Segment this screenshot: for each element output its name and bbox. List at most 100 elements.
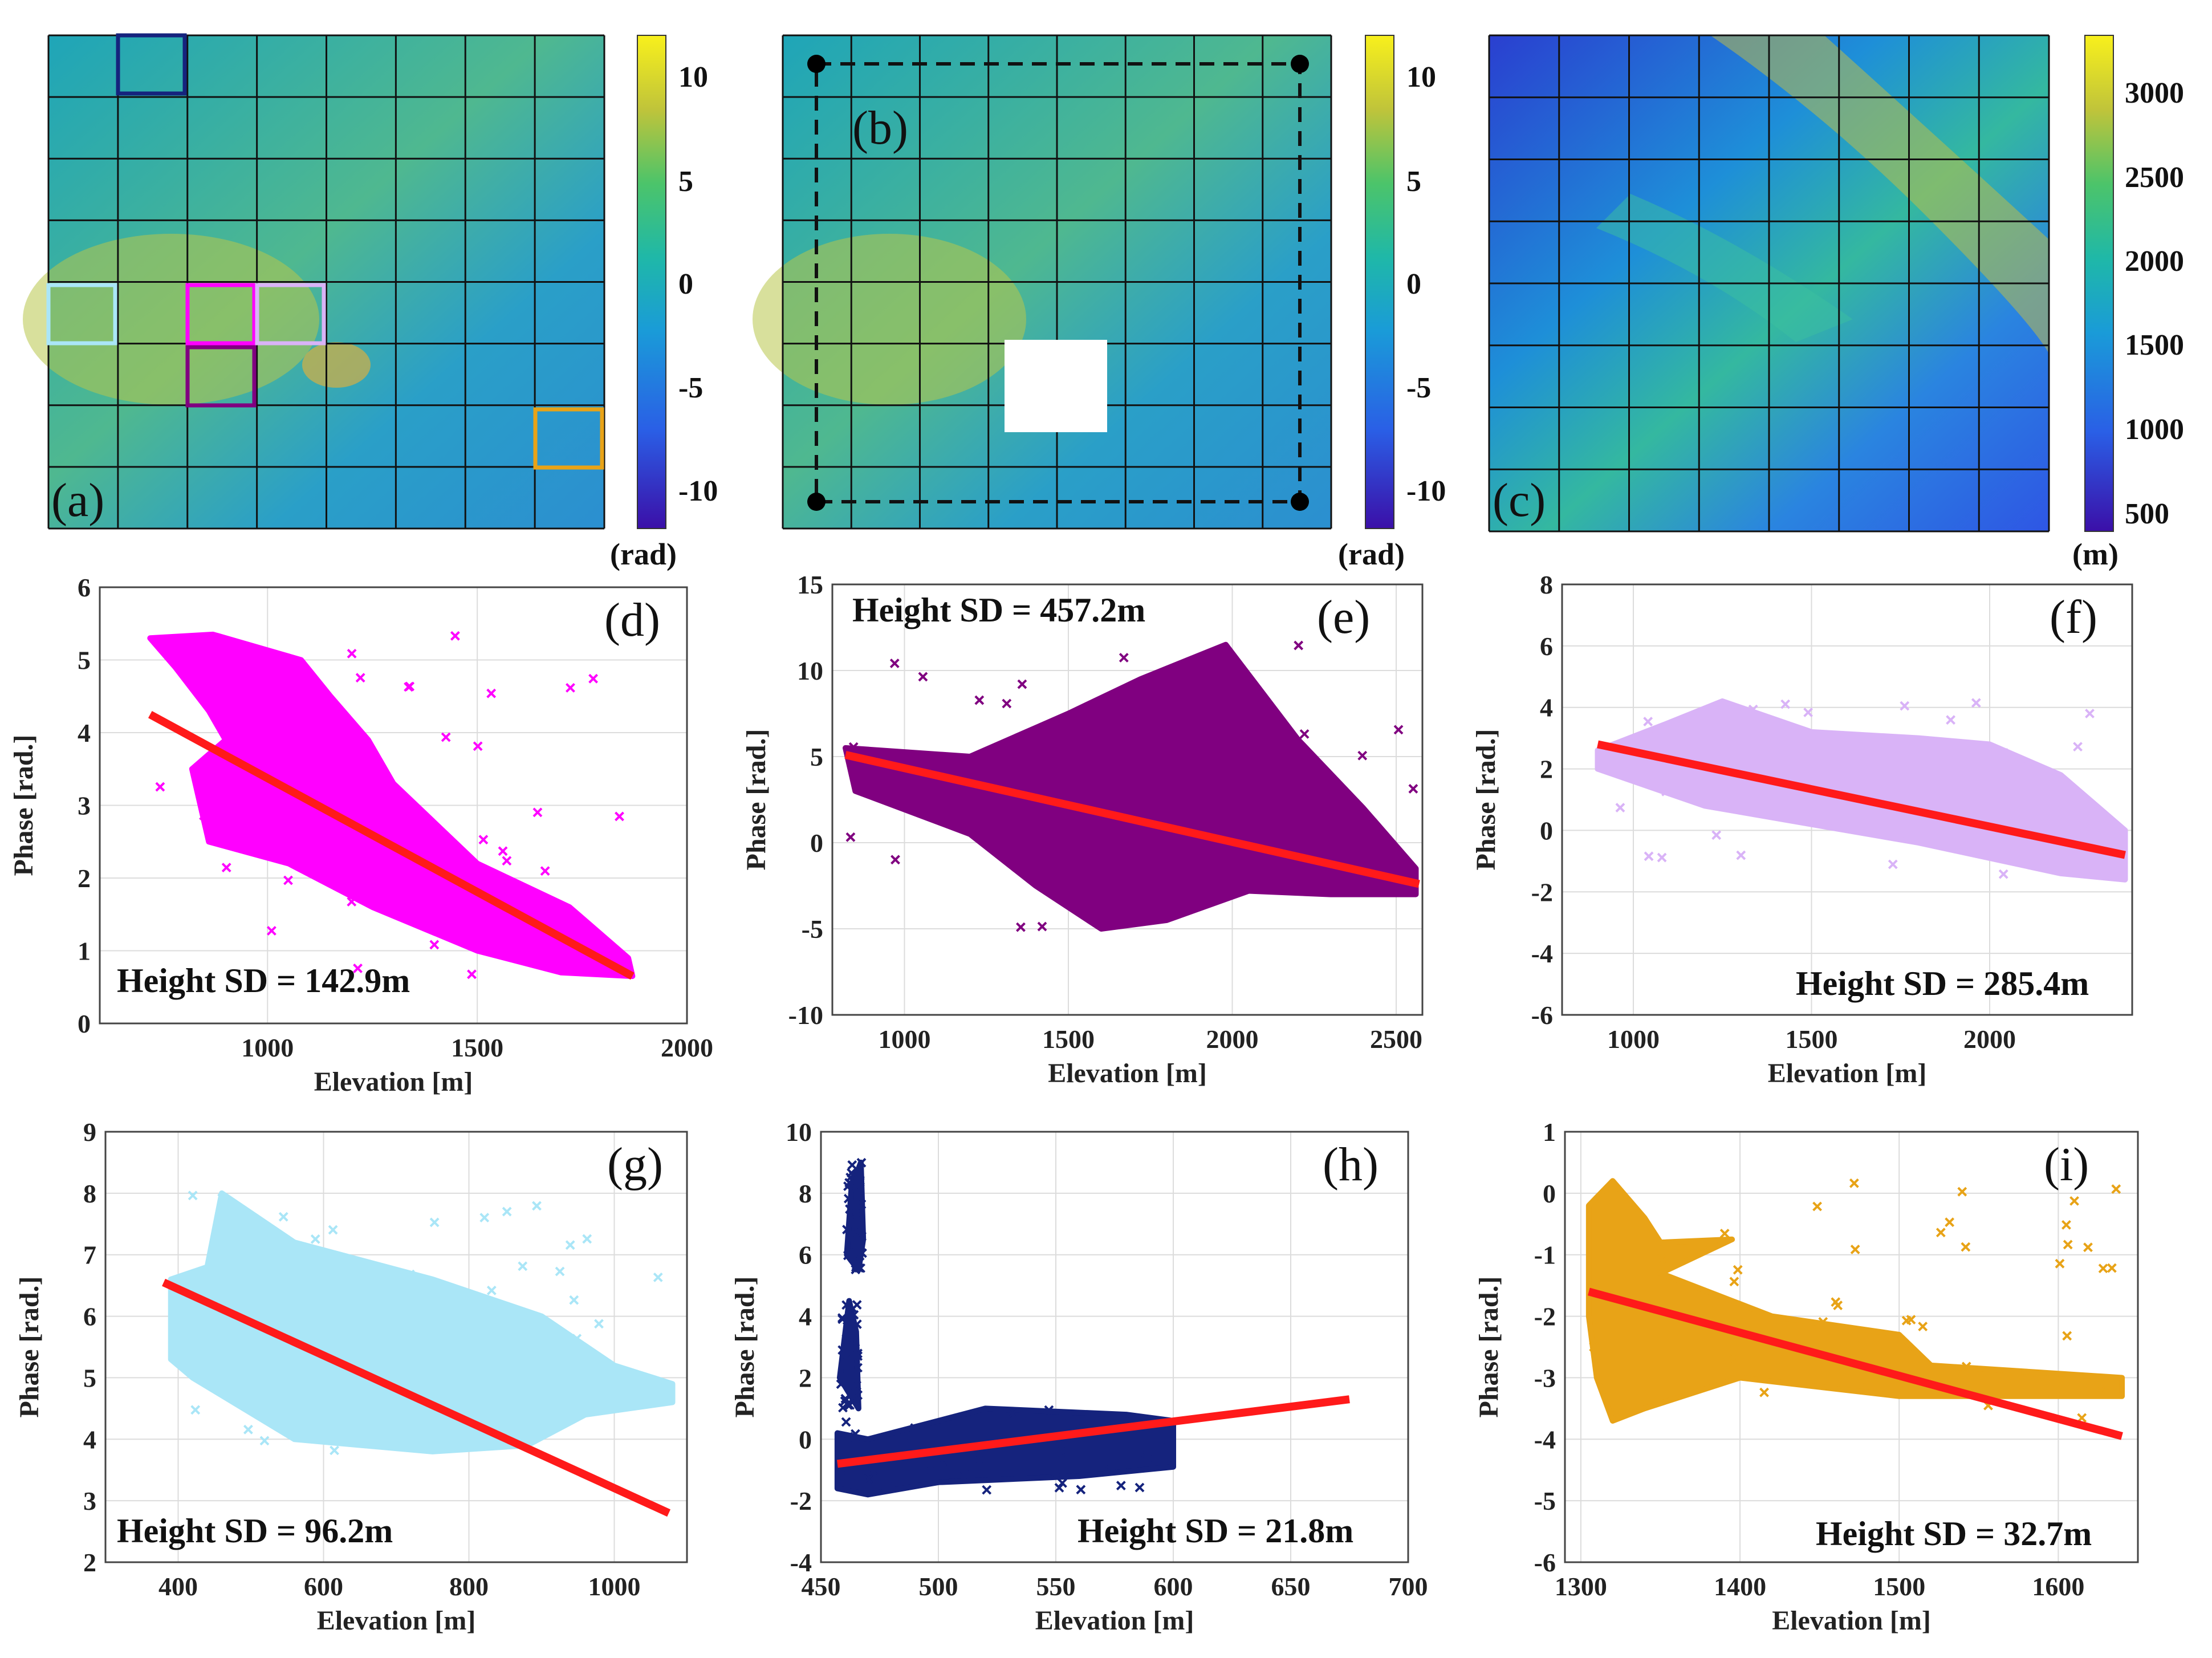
map-a-box-navy [116, 33, 187, 96]
scatter-point [868, 1465, 878, 1475]
scatter-point [836, 1379, 846, 1389]
scatter-point [1759, 1387, 1769, 1397]
scatter-point [582, 1234, 592, 1244]
scatter-point [190, 1405, 201, 1415]
scatter-point [502, 856, 512, 866]
panel-label: (d) [604, 594, 660, 647]
panel-i: 1300 1400 1500 1600 -6 -5 -4 -3 -2 -1 0 1 Elevation … [1474, 1117, 2139, 1636]
scatter-point [1861, 1376, 1872, 1387]
cbar-b-tick: -5 [1406, 372, 1431, 404]
y-tick-label: 5 [78, 646, 91, 675]
x-tick-label: 1000 [1607, 1025, 1660, 1054]
scatter-point [1736, 850, 1746, 860]
map-b-corner [1291, 55, 1309, 73]
scatter-point [843, 1400, 853, 1410]
scatter-point [863, 1474, 873, 1484]
scatter-point [2080, 819, 2091, 829]
cbar-a-tick: 0 [678, 268, 693, 300]
scatter-point [1076, 1485, 1086, 1495]
scatter-point [851, 1220, 861, 1230]
scatter-point [2063, 1240, 2073, 1250]
scatter-point [872, 1476, 883, 1486]
scatter-point [837, 1314, 848, 1324]
x-axis-label: Elevation [m] [1048, 1058, 1207, 1088]
scatter-point [1075, 1418, 1085, 1428]
scatter-cloud [1585, 1178, 2125, 1424]
scatter-point [569, 1295, 579, 1305]
scatter-point [853, 1173, 863, 1183]
cbar-b-tick: 10 [1406, 61, 1436, 94]
x-axis-label: Elevation [m] [1772, 1606, 1931, 1636]
scatter-point [405, 1269, 415, 1279]
y-tick-label: 8 [1540, 570, 1553, 599]
map-a-hotspot-2 [302, 342, 371, 388]
y-tick-label: -4 [790, 1548, 812, 1577]
y-tick-label: -2 [790, 1486, 812, 1515]
scatter-point [528, 905, 538, 916]
panel-d: 1000 1500 2000 0 1 2 3 4 5 6 Elevation [m] Phase [r… [9, 573, 713, 1097]
y-tick-label: 0 [1543, 1179, 1556, 1208]
colorbar-c: 3000 2500 2000 1500 1000 500 (m) [2072, 35, 2184, 571]
scatter-point [509, 894, 519, 904]
y-tick-label: -5 [1534, 1486, 1556, 1515]
height-sd-annotation: Height SD = 32.7m [1816, 1515, 2092, 1553]
cbar-c-tick: 3000 [2125, 77, 2184, 109]
scatter-point [1167, 727, 1177, 737]
scatter-point [1945, 1217, 1955, 1228]
x-tick-label: 2000 [1206, 1025, 1259, 1054]
scatter-point [283, 875, 293, 885]
x-tick-label: 1000 [241, 1033, 294, 1062]
scatter-point [1108, 1433, 1118, 1444]
x-tick-label: 1500 [1873, 1572, 1925, 1601]
scatter-point [1733, 1265, 1743, 1275]
scatter-point [1803, 708, 1813, 717]
y-tick-label: 4 [78, 718, 91, 747]
plot-area [820, 1131, 1409, 1563]
scatter-point [217, 1193, 227, 1204]
scatter-point [1408, 784, 1418, 794]
y-tick-label: -5 [802, 915, 823, 944]
y-tick-label: 6 [1540, 632, 1553, 661]
x-tick-label: 700 [1389, 1572, 1428, 1601]
scatter-point [405, 681, 415, 692]
scatter-point [2107, 869, 2117, 879]
y-tick-label: 0 [810, 828, 823, 858]
height-sd-annotation: Height SD = 457.2m [852, 591, 1145, 629]
scatter-point [1821, 797, 1832, 807]
scatter-point [1226, 798, 1237, 808]
scatter-point [1224, 678, 1234, 689]
scatter-point [856, 1157, 867, 1168]
scatter-point [228, 669, 238, 680]
point-cloud [1595, 698, 2128, 883]
scatter-point [2069, 1196, 2079, 1206]
y-axis-label: Phase [rad.] [730, 1277, 760, 1418]
scatter-point [1961, 1362, 1971, 1372]
scatter-point [1644, 851, 1654, 861]
scatter-point [502, 1206, 512, 1217]
y-tick-label: 7 [83, 1241, 96, 1270]
scatter-point [155, 782, 165, 792]
scatter-cloud [147, 631, 636, 980]
scatter-point [479, 1213, 490, 1223]
cbar-c-tick: 500 [2125, 498, 2169, 530]
scatter-point [1136, 689, 1146, 699]
scatter-point [899, 1429, 909, 1440]
scatter-point [246, 702, 256, 712]
scatter-point [985, 774, 995, 784]
y-tick-label: 4 [1540, 693, 1553, 722]
scatter-point [844, 1248, 855, 1258]
map-a-hotspot [23, 234, 319, 405]
scatter-point [849, 1370, 859, 1379]
scatter-point [838, 1466, 848, 1477]
scatter-point [1976, 781, 1986, 791]
scatter-point [540, 912, 551, 923]
scatter-point [1817, 1328, 1828, 1339]
scatter-point [848, 1303, 858, 1314]
scatter-point [478, 835, 489, 845]
scatter-point [1961, 1242, 1971, 1252]
y-tick-label: -1 [1534, 1241, 1556, 1270]
scatter-point [486, 1285, 497, 1295]
scatter-point [843, 1193, 853, 1204]
scatter-point [1294, 640, 1304, 651]
scatter-point [406, 1319, 416, 1329]
